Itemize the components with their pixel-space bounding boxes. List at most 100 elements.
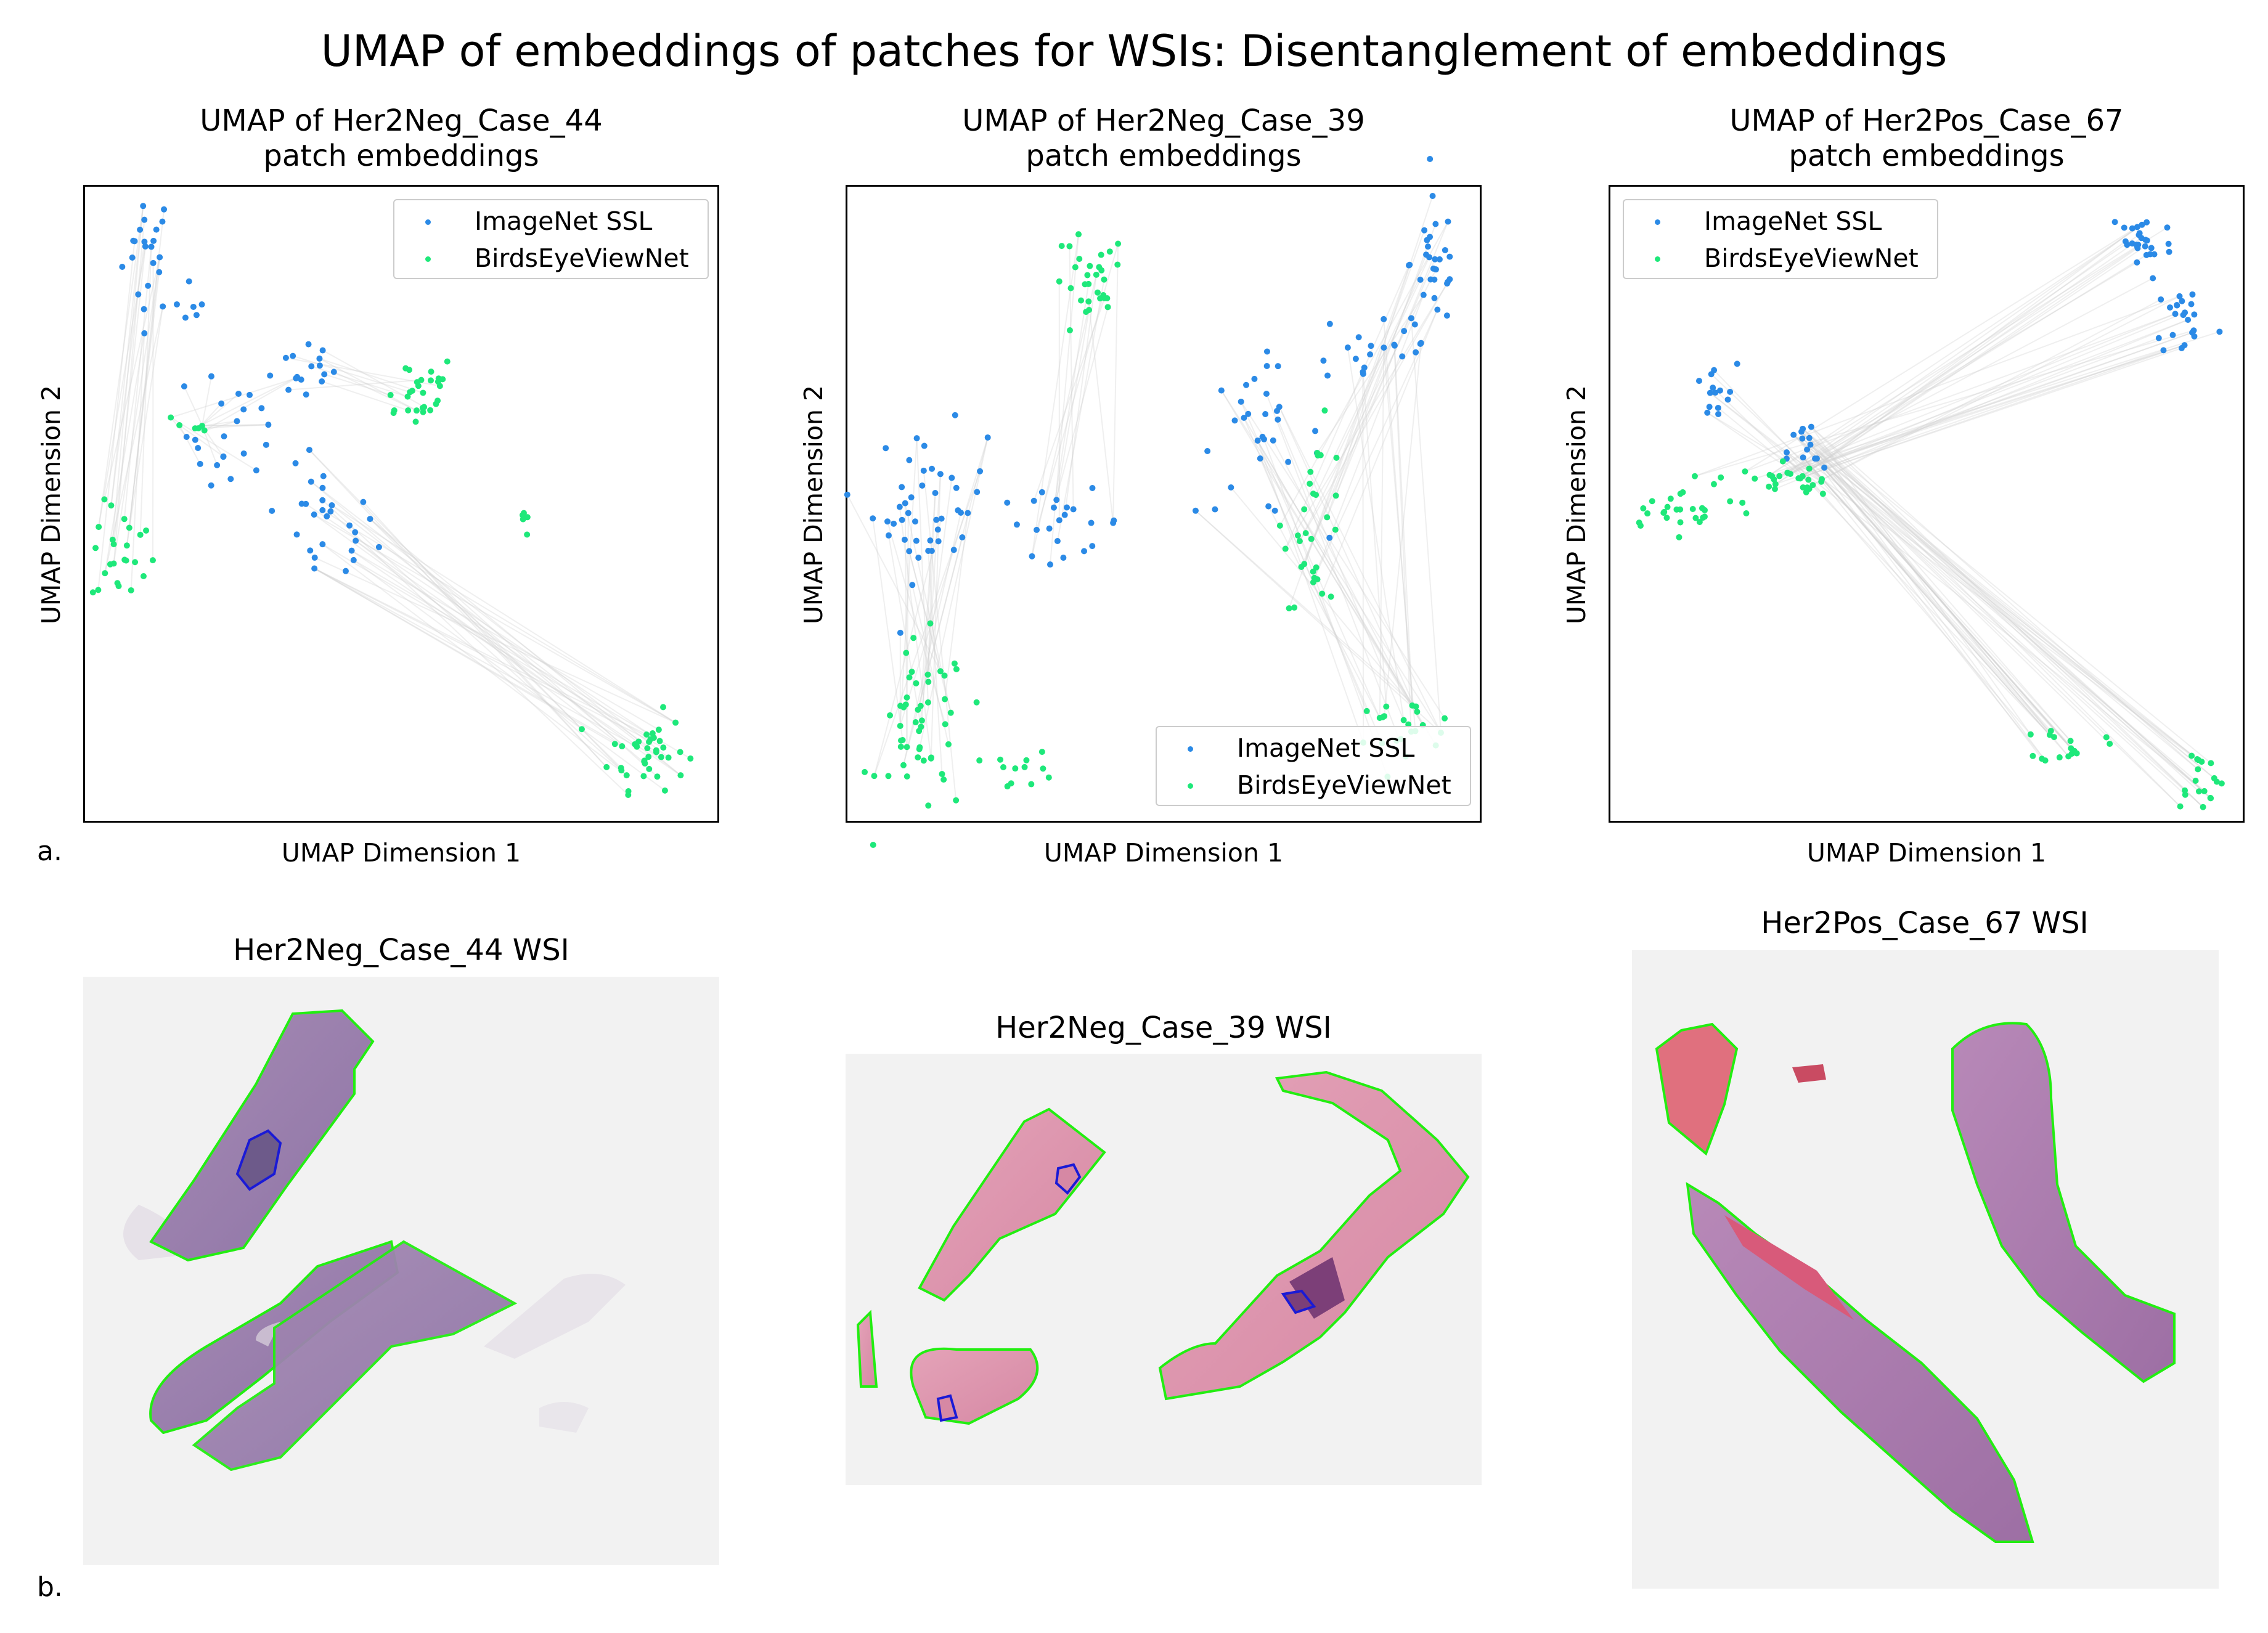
- birdseyeviewnet-point: [1376, 715, 1383, 722]
- birdseyeviewnet-point: [1098, 251, 1104, 258]
- imagenet-ssl-point: [221, 433, 227, 440]
- birdseyeviewnet-point: [677, 772, 684, 779]
- panel-label-a: a.: [37, 836, 62, 867]
- pair-link: [1303, 254, 1427, 564]
- figure-suptitle: UMAP of embeddings of patches for WSIs: …: [320, 26, 1948, 76]
- pair-link: [1786, 458, 2050, 736]
- legend-marker-imagenet: [425, 219, 431, 225]
- imagenet-ssl-point: [2122, 238, 2129, 245]
- birdseyeviewnet-point: [1085, 280, 1092, 287]
- pair-link: [126, 306, 164, 546]
- birdseyeviewnet-point: [925, 802, 932, 809]
- wsi-3-title: Her2Pos_Case_67 WSI: [1761, 906, 2089, 940]
- pair-link: [1744, 226, 2138, 472]
- birdseyeviewnet-point: [1691, 473, 1698, 479]
- birdseyeviewnet-point: [942, 696, 948, 702]
- birdseyeviewnet-point: [1649, 498, 1655, 505]
- pair-link: [1779, 344, 2185, 477]
- pair-link: [351, 550, 659, 731]
- pair-link: [1713, 369, 1822, 483]
- pair-link: [1257, 440, 1424, 726]
- wsi-3-image: [1632, 950, 2219, 1589]
- pair-link: [331, 505, 676, 723]
- imagenet-ssl-point: [1259, 433, 1266, 440]
- pair-link: [927, 492, 936, 675]
- pair-link: [908, 551, 952, 713]
- pair-link: [1802, 240, 2126, 477]
- birdseyeviewnet-point: [1743, 510, 1750, 517]
- pair-link: [1112, 243, 1119, 523]
- birdseyeviewnet-point: [1040, 765, 1046, 772]
- tissue-outline: [1158, 1070, 1470, 1401]
- imagenet-ssl-point: [1275, 416, 1281, 423]
- imagenet-ssl-point: [319, 378, 325, 385]
- pair-link: [333, 371, 417, 412]
- imagenet-ssl-point: [1423, 251, 1430, 258]
- birdseyeviewnet-point: [1066, 243, 1073, 250]
- imagenet-ssl-point: [1417, 276, 1424, 283]
- birdseyeviewnet-series: [89, 358, 694, 799]
- imagenet-ssl-point: [913, 537, 920, 544]
- imagenet-ssl-point: [913, 435, 920, 442]
- birdseyeviewnet-point: [520, 510, 527, 516]
- birdseyeviewnet-point: [640, 773, 647, 780]
- imagenet-ssl-point: [294, 373, 301, 380]
- imagenet-ssl-point: [1204, 447, 1211, 454]
- birdseyeviewnet-point: [1819, 491, 1826, 497]
- imagenet-ssl-point: [1421, 227, 1428, 234]
- birdseyeviewnet-point: [1752, 475, 1758, 482]
- imagenet-ssl-point: [1368, 343, 1374, 349]
- birdseyeviewnet-point: [632, 741, 638, 747]
- pair-link: [322, 349, 431, 411]
- birdseyeviewnet-point: [1383, 703, 1390, 710]
- pair-link: [110, 242, 145, 506]
- birdseyeviewnet-point: [1696, 519, 1703, 526]
- birdseyeviewnet-point: [1800, 484, 1806, 491]
- pair-link: [1802, 457, 2055, 738]
- pair-link: [1809, 437, 2211, 799]
- birdseyeviewnet-point: [912, 719, 919, 726]
- umap-plot-2-xlabel: UMAP Dimension 1: [1043, 838, 1284, 868]
- imagenet-ssl-point: [1320, 357, 1327, 364]
- birdseyeviewnet-point: [997, 756, 1004, 763]
- birdseyeviewnet-point: [102, 570, 108, 577]
- umap-plot-1: ImageNet SSL BirdsEyeViewNet: [83, 185, 719, 823]
- imagenet-ssl-series: [119, 203, 382, 574]
- imagenet-ssl-point: [884, 518, 891, 525]
- imagenet-ssl-point: [208, 373, 214, 380]
- birdseyeviewnet-point: [1363, 707, 1370, 714]
- pair-link: [1326, 221, 1449, 518]
- pair-link: [1773, 332, 2193, 480]
- pair-link: [104, 333, 145, 574]
- imagenet-ssl-point: [235, 391, 242, 397]
- imagenet-ssl-point: [932, 490, 939, 497]
- pair-link: [1811, 426, 2198, 770]
- imagenet-ssl-point: [1243, 381, 1250, 388]
- pair-link: [1220, 390, 1424, 726]
- pair-link: [1808, 438, 2069, 757]
- pair-link: [1694, 330, 2194, 477]
- legend-marker-birds: [1655, 256, 1660, 262]
- pair-link: [355, 540, 622, 747]
- birdseyeviewnet-point: [176, 422, 183, 429]
- imagenet-ssl-point: [307, 547, 314, 554]
- imagenet-ssl-point: [193, 312, 200, 319]
- pair-link: [179, 425, 224, 457]
- imagenet-ssl-point: [1212, 506, 1218, 513]
- pair-link: [201, 376, 212, 426]
- pair-link: [1694, 295, 2180, 477]
- birdseyeviewnet-point: [428, 369, 434, 375]
- faint-tissue: [484, 1274, 626, 1359]
- imagenet-ssl-point: [2165, 240, 2172, 247]
- imagenet-ssl-point: [352, 529, 359, 536]
- pair-link: [1243, 417, 1437, 746]
- imagenet-ssl-point: [240, 406, 247, 413]
- birdseyeviewnet-point: [1038, 749, 1045, 755]
- imagenet-ssl-point: [937, 471, 944, 478]
- imagenet-ssl-point: [902, 500, 908, 507]
- imagenet-ssl-point: [1061, 511, 1068, 518]
- imagenet-ssl-point: [1257, 455, 1263, 462]
- imagenet-ssl-point: [150, 259, 157, 266]
- pair-link: [1793, 434, 2071, 742]
- birdseyeviewnet-point: [656, 738, 663, 744]
